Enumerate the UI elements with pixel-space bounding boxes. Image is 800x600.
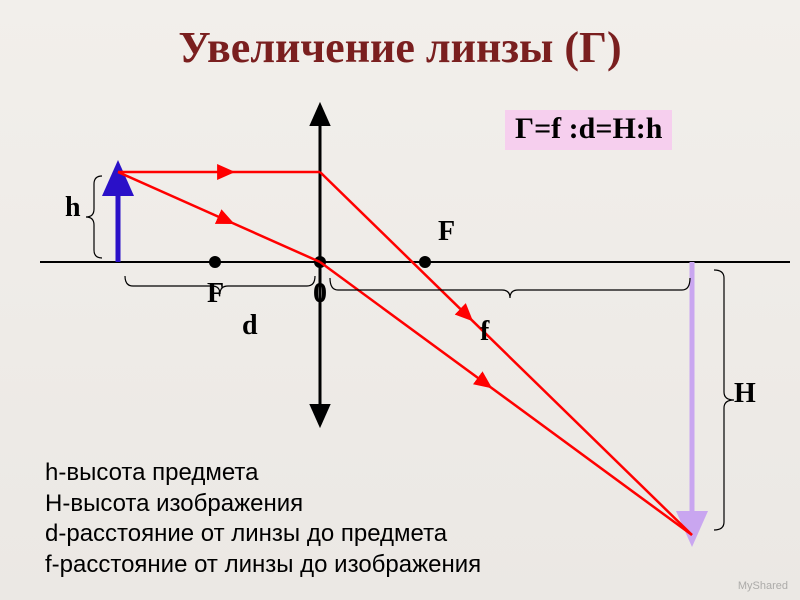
- label-F-right: F: [438, 216, 455, 248]
- watermark: MyShared: [738, 580, 788, 592]
- label-f: f: [480, 316, 489, 348]
- legend-line: H-высота изображения: [45, 489, 481, 520]
- label-d: d: [242, 310, 258, 342]
- legend: h-высота предмета H-высота изображения d…: [45, 458, 481, 581]
- legend-line: d-расстояние от линзы до предмета: [45, 519, 481, 550]
- legend-line: h-высота предмета: [45, 458, 481, 489]
- label-zero: 0: [313, 278, 327, 310]
- legend-line: f-расстояние от линзы до изображения: [45, 550, 481, 581]
- label-H: H: [734, 378, 756, 410]
- slide: Увеличение линзы (Г) Г=f :d=H:h h F 0 d …: [0, 0, 800, 600]
- label-F-left: F: [207, 278, 224, 310]
- label-h: h: [65, 192, 81, 224]
